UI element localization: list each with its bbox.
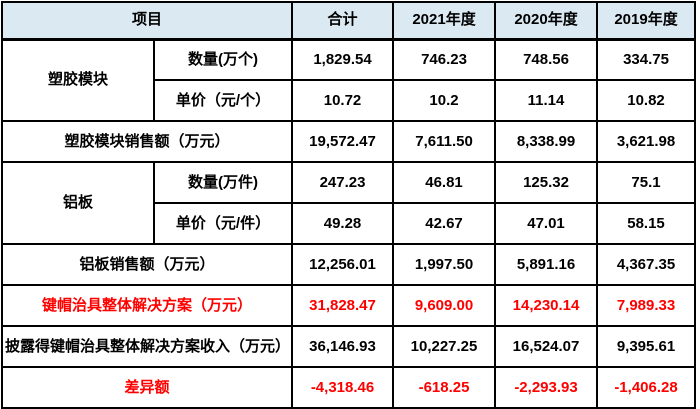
table-header-row: 项目 合计 2021年度 2020年度 2019年度 [0, 1, 697, 41]
value-cell: 12,256.01 [291, 243, 395, 286]
table-row: 塑胶模块 数量(万个) 1,829.54 746.23 748.56 334.7… [1, 38, 697, 122]
value-cell: 7,611.50 [392, 120, 497, 163]
table-row: 塑胶模块销售额（万元） 19,572.47 7,611.50 8,338.99 … [0, 120, 697, 163]
row-label-cell: 单价（元/件） [152, 202, 294, 245]
value-cell: 1,997.50 [392, 243, 497, 286]
value-cell: 247.23 [291, 161, 395, 204]
value-cell: 49.28 [291, 202, 395, 245]
value-cell: 3,621.98 [596, 120, 697, 163]
value-cell: 10.72 [291, 79, 395, 122]
row-label-cell: 键帽治具整体解决方案（万元） [0, 284, 294, 327]
table-row-keycap-solution: 键帽治具整体解决方案（万元） 31,828.47 9,609.00 14,230… [0, 284, 697, 327]
row-label-cell: 披露得键帽治具整体解决方案收入（万元） [0, 325, 294, 368]
value-cell: 75.1 [596, 161, 697, 204]
header-cell-2020: 2020年度 [494, 1, 599, 41]
value-cell: 1,829.54 [291, 38, 395, 81]
group-label-plastic-module: 塑胶模块 [1, 38, 155, 122]
value-cell: 36,146.93 [291, 325, 395, 368]
header-cell-2021: 2021年度 [392, 1, 497, 41]
value-cell: 9,609.00 [392, 284, 497, 327]
value-cell: 16,524.07 [494, 325, 599, 368]
value-cell: -2,293.93 [494, 366, 599, 409]
value-cell: 42.67 [392, 202, 497, 245]
row-label-cell: 单价（元/个） [152, 79, 294, 122]
value-cell: 748.56 [494, 38, 599, 81]
group-label-aluminum-plate: 铝板 [1, 161, 155, 245]
value-cell: 125.32 [494, 161, 599, 204]
row-label-cell: 数量(万件) [152, 161, 294, 204]
value-cell: -618.25 [392, 366, 497, 409]
header-cell-total: 合计 [291, 1, 395, 41]
table-row: 单价（元/件） 49.28 42.67 47.01 58.15 [2, 202, 697, 245]
row-label-cell: 差异额 [0, 366, 294, 409]
value-cell: 10.2 [392, 79, 497, 122]
table-row-difference: 差异额 -4,318.46 -618.25 -2,293.93 -1,406.2… [0, 366, 697, 409]
value-cell: 7,989.33 [596, 284, 697, 327]
value-cell: 46.81 [392, 161, 497, 204]
table-row: 铝板 数量(万件) 247.23 46.81 125.32 75.1 [1, 161, 697, 245]
table-row: 披露得键帽治具整体解决方案收入（万元） 36,146.93 10,227.25 … [0, 325, 697, 368]
value-cell: -1,406.28 [596, 366, 697, 409]
header-cell-item: 项目 [0, 1, 294, 41]
row-label-cell: 数量(万个) [152, 38, 294, 81]
value-cell: 14,230.14 [494, 284, 599, 327]
value-cell: 9,395.61 [596, 325, 697, 368]
table-row: 单价（元/个） 10.72 10.2 11.14 10.82 [2, 79, 697, 122]
row-label-cell: 塑胶模块销售额（万元） [0, 120, 294, 163]
value-cell: 58.15 [596, 202, 697, 245]
value-cell: 10,227.25 [392, 325, 497, 368]
value-cell: 8,338.99 [494, 120, 599, 163]
value-cell: -4,318.46 [291, 366, 395, 409]
row-label-cell: 铝板销售额（万元） [0, 243, 294, 286]
value-cell: 4,367.35 [596, 243, 697, 286]
value-cell: 47.01 [494, 202, 599, 245]
value-cell: 5,891.16 [494, 243, 599, 286]
table-row: 铝板销售额（万元） 12,256.01 1,997.50 5,891.16 4,… [0, 243, 697, 286]
value-cell: 334.75 [596, 38, 697, 81]
value-cell: 19,572.47 [291, 120, 395, 163]
value-cell: 10.82 [596, 79, 697, 122]
header-cell-2019: 2019年度 [596, 1, 697, 41]
value-cell: 11.14 [494, 79, 599, 122]
value-cell: 31,828.47 [291, 284, 395, 327]
value-cell: 746.23 [392, 38, 497, 81]
